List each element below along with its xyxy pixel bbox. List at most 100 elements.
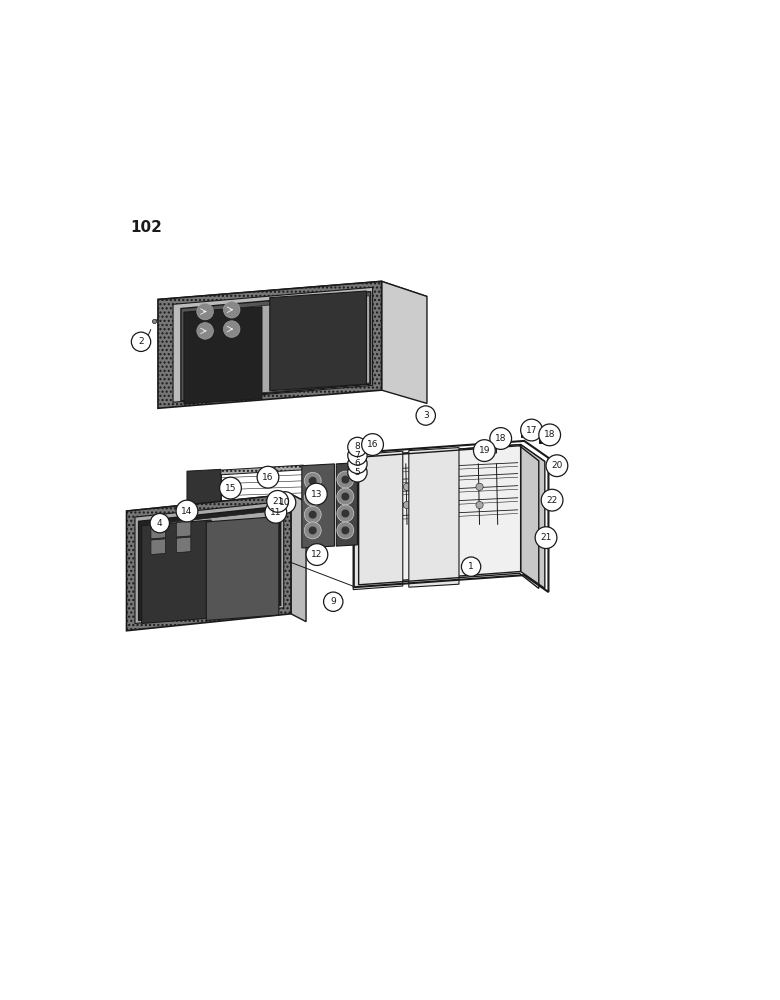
Polygon shape <box>187 469 221 513</box>
Polygon shape <box>142 510 279 620</box>
Text: 16: 16 <box>367 440 378 449</box>
Circle shape <box>379 483 386 490</box>
Circle shape <box>535 527 557 549</box>
Circle shape <box>473 440 495 461</box>
Text: 5: 5 <box>355 468 360 477</box>
Circle shape <box>403 501 410 509</box>
Circle shape <box>490 428 512 449</box>
Circle shape <box>308 494 317 502</box>
Polygon shape <box>181 292 370 401</box>
Circle shape <box>379 501 386 509</box>
Text: 7: 7 <box>355 451 360 460</box>
Circle shape <box>542 492 558 508</box>
Text: 8: 8 <box>355 442 360 451</box>
Polygon shape <box>206 516 279 620</box>
Polygon shape <box>142 520 211 623</box>
Circle shape <box>265 501 287 523</box>
Polygon shape <box>173 287 373 402</box>
Circle shape <box>403 483 410 490</box>
Polygon shape <box>521 445 544 588</box>
Polygon shape <box>158 281 381 408</box>
Circle shape <box>223 301 240 318</box>
Circle shape <box>452 501 459 509</box>
Circle shape <box>462 557 480 576</box>
Circle shape <box>348 446 367 465</box>
Polygon shape <box>291 494 306 622</box>
Circle shape <box>337 505 354 522</box>
Circle shape <box>274 492 296 513</box>
Circle shape <box>306 483 327 505</box>
Circle shape <box>308 526 317 535</box>
Text: 1: 1 <box>468 562 474 571</box>
Text: 3: 3 <box>423 411 429 420</box>
Text: 10: 10 <box>279 498 291 507</box>
Circle shape <box>337 522 354 539</box>
Polygon shape <box>357 445 521 584</box>
Circle shape <box>267 490 289 512</box>
Circle shape <box>476 483 483 490</box>
Text: 13: 13 <box>310 490 322 499</box>
Circle shape <box>197 303 214 320</box>
Polygon shape <box>409 448 459 587</box>
Text: 102: 102 <box>131 220 162 235</box>
Circle shape <box>416 406 435 425</box>
Circle shape <box>541 489 563 511</box>
Circle shape <box>150 513 169 533</box>
Circle shape <box>341 526 349 535</box>
Circle shape <box>337 488 354 505</box>
Text: 21: 21 <box>272 497 283 506</box>
Circle shape <box>304 506 321 523</box>
Polygon shape <box>176 521 191 537</box>
Circle shape <box>341 475 349 484</box>
Polygon shape <box>336 463 357 546</box>
Polygon shape <box>214 471 222 511</box>
Polygon shape <box>302 464 335 548</box>
Text: 18: 18 <box>495 434 506 443</box>
Circle shape <box>257 466 278 488</box>
Circle shape <box>427 483 434 490</box>
Text: 20: 20 <box>551 461 562 470</box>
Circle shape <box>546 455 568 477</box>
Circle shape <box>348 437 367 457</box>
Polygon shape <box>176 537 191 553</box>
Text: 2: 2 <box>138 337 144 346</box>
Circle shape <box>324 592 343 611</box>
Circle shape <box>341 509 349 518</box>
Circle shape <box>223 321 240 337</box>
Text: 22: 22 <box>547 496 558 505</box>
Polygon shape <box>126 494 306 519</box>
Circle shape <box>304 522 321 539</box>
Circle shape <box>304 472 321 489</box>
Circle shape <box>308 477 317 485</box>
Text: 9: 9 <box>331 597 336 606</box>
Polygon shape <box>151 539 165 555</box>
Polygon shape <box>381 281 427 403</box>
Polygon shape <box>214 465 311 475</box>
Polygon shape <box>357 445 544 474</box>
Circle shape <box>546 497 553 504</box>
Circle shape <box>348 463 367 482</box>
Polygon shape <box>548 463 562 469</box>
Text: 6: 6 <box>355 459 360 468</box>
Circle shape <box>176 500 198 522</box>
Text: 12: 12 <box>311 550 323 559</box>
Polygon shape <box>270 291 367 391</box>
Circle shape <box>341 492 349 501</box>
Text: 11: 11 <box>270 508 282 517</box>
Circle shape <box>220 477 241 499</box>
Polygon shape <box>126 494 291 631</box>
Polygon shape <box>158 281 427 315</box>
Circle shape <box>476 501 483 509</box>
Circle shape <box>304 489 321 506</box>
Polygon shape <box>139 506 281 620</box>
Text: 14: 14 <box>181 507 193 516</box>
Circle shape <box>306 544 328 565</box>
Circle shape <box>521 419 542 441</box>
Polygon shape <box>475 448 497 454</box>
Text: 15: 15 <box>225 484 236 493</box>
Circle shape <box>427 501 434 509</box>
Text: 21: 21 <box>541 533 551 542</box>
Circle shape <box>197 323 214 339</box>
Text: 4: 4 <box>157 519 162 528</box>
Circle shape <box>131 332 151 351</box>
